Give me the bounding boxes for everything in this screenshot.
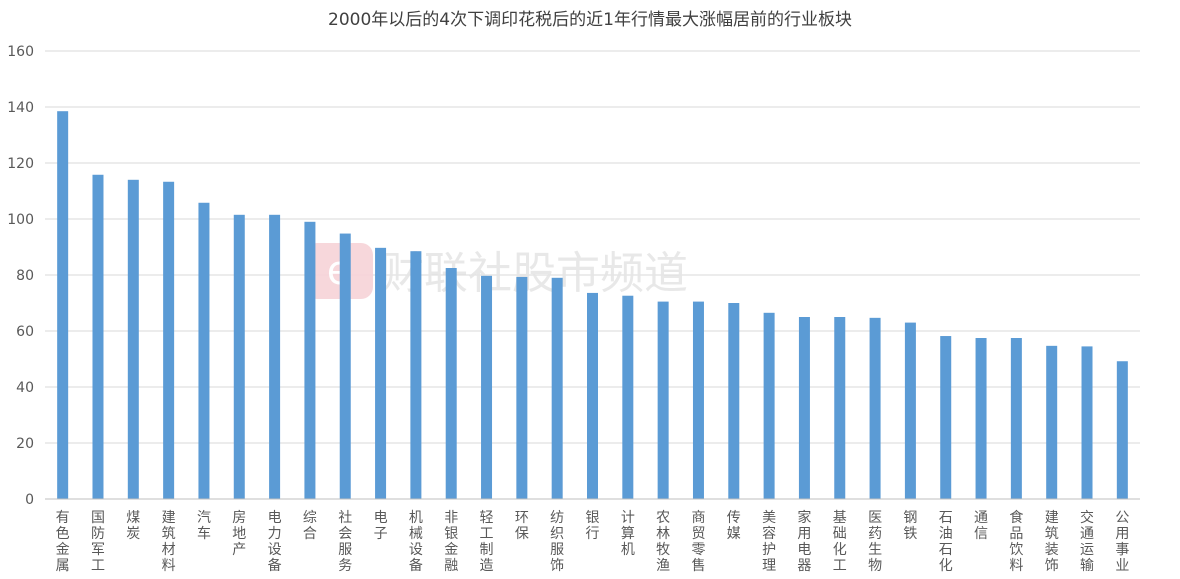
x-tick-label: 建筑装饰 xyxy=(1045,510,1059,574)
bar xyxy=(481,275,493,499)
x-tick-label: 交通运输 xyxy=(1080,509,1094,574)
y-tick-label: 120 xyxy=(7,156,34,172)
x-tick-label: 钢铁 xyxy=(903,510,917,542)
bar xyxy=(92,174,104,499)
x-tick-label: 石油石化 xyxy=(939,510,953,574)
x-tick-label: 房地产 xyxy=(232,510,246,558)
bar xyxy=(57,111,69,499)
bar xyxy=(269,214,281,500)
bar xyxy=(233,214,245,500)
bar xyxy=(516,276,528,499)
x-tick-label: 公用事业 xyxy=(1115,510,1129,574)
x-tick-label: 环保 xyxy=(515,510,529,542)
bar xyxy=(834,317,846,499)
bar xyxy=(975,338,987,499)
y-tick-label: 100 xyxy=(7,212,34,228)
bar xyxy=(445,268,457,499)
x-tick-label: 社会服务 xyxy=(338,510,352,574)
bar xyxy=(1081,346,1093,499)
x-tick-label: 电力设备 xyxy=(268,510,282,574)
x-tick-label: 基础化工 xyxy=(833,509,847,574)
bars xyxy=(57,111,1128,500)
x-tick-label: 商贸零售 xyxy=(691,510,705,574)
cls-logo-icon xyxy=(305,243,373,299)
x-tick-label: 家用电器 xyxy=(797,509,811,574)
x-tick-label: 医药生物 xyxy=(868,510,882,574)
y-tick-label: 80 xyxy=(16,268,34,284)
bar xyxy=(798,317,810,499)
bar xyxy=(763,312,775,499)
y-tick-label: 160 xyxy=(7,44,34,60)
bar xyxy=(163,181,175,499)
x-tick-label: 轻工制造 xyxy=(480,510,494,574)
x-tick-label: 传媒 xyxy=(727,510,741,542)
bar xyxy=(622,295,634,499)
y-tick-label: 20 xyxy=(16,436,34,452)
bar xyxy=(304,221,316,500)
x-tick-label: 汽车 xyxy=(197,510,211,542)
bar xyxy=(410,251,422,499)
y-tick-label: 0 xyxy=(25,492,34,508)
watermark-text: 财联社股市频道 xyxy=(380,248,688,299)
bar xyxy=(198,202,210,499)
x-tick-label: 美容护理 xyxy=(762,510,776,574)
y-tick-label: 60 xyxy=(16,324,34,340)
bar xyxy=(904,322,916,499)
x-tick-label: 纺织服饰 xyxy=(550,510,564,574)
x-tick-label: 电子 xyxy=(374,510,388,542)
bar xyxy=(657,301,669,499)
x-tick-label: 食品饮料 xyxy=(1009,509,1023,574)
x-tick-label: 建筑材料 xyxy=(162,510,176,574)
x-tick-label: 煤炭 xyxy=(126,510,140,542)
bar xyxy=(728,303,740,499)
bar xyxy=(551,277,563,499)
chart-title: 2000年以后的4次下调印花税后的近1年行情最大涨幅居前的行业板块 xyxy=(328,10,852,30)
x-tick-label: 有色金属 xyxy=(56,510,70,574)
y-tick-label: 40 xyxy=(16,380,34,396)
x-tick-label: 通信 xyxy=(974,510,988,542)
x-tick-label: 国防军工 xyxy=(91,510,105,574)
bar xyxy=(692,301,704,499)
bar xyxy=(127,179,139,500)
x-tick-label: 银行 xyxy=(586,510,600,542)
y-axis-ticks: 0 20 40 60 80 100 120 140 160 xyxy=(7,44,34,508)
bar xyxy=(339,233,351,499)
y-tick-label: 140 xyxy=(7,100,34,116)
bar xyxy=(1010,338,1022,499)
bar xyxy=(587,292,598,499)
bar xyxy=(1046,345,1058,499)
x-tick-label: 计算机 xyxy=(621,510,635,558)
bar xyxy=(869,317,881,499)
x-axis-labels: 有色金属 国防军工 煤炭 建筑材料 汽车 房地产 电力设备 综合 社会服务 电子 机械设备 非银金融 轻… xyxy=(56,509,1130,574)
bar xyxy=(1116,361,1128,499)
bar xyxy=(940,336,952,499)
bar xyxy=(375,247,387,499)
x-tick-label: 农林牧渔 xyxy=(656,510,670,574)
x-tick-label: 机械设备 xyxy=(409,510,423,574)
watermark: e 财联社股市频道 xyxy=(305,243,688,299)
x-tick-label: 综合 xyxy=(303,510,317,542)
x-tick-label: 非银金融 xyxy=(444,510,458,574)
